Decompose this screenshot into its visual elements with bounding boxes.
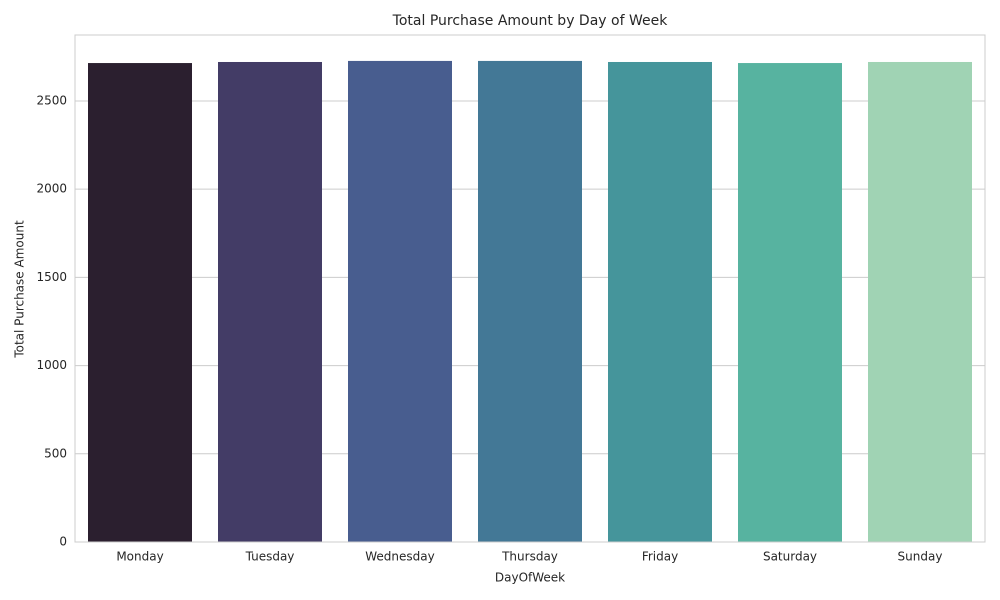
x-tick-label: Sunday — [898, 550, 943, 564]
bar — [348, 60, 452, 542]
x-tick-label: Thursday — [501, 550, 558, 564]
y-tick-label: 1000 — [36, 358, 67, 372]
bar — [608, 61, 712, 543]
chart-title: Total Purchase Amount by Day of Week — [392, 13, 669, 29]
bar — [868, 61, 972, 543]
y-tick-label: 0 — [59, 535, 67, 549]
x-tick-label: Monday — [116, 550, 163, 564]
x-tick-label: Tuesday — [245, 550, 295, 564]
bar — [478, 60, 582, 542]
bar — [738, 63, 842, 542]
x-tick-label: Friday — [642, 550, 678, 564]
x-axis-label: DayOfWeek — [495, 571, 565, 585]
x-tick-label: Wednesday — [365, 550, 434, 564]
plot-frame — [74, 34, 986, 543]
y-tick-label: 2500 — [36, 93, 67, 107]
y-tick-label: 500 — [44, 446, 67, 460]
y-tick-label: 2000 — [36, 182, 67, 196]
y-axis-label: Total Purchase Amount — [13, 220, 27, 359]
x-tick-label: Saturday — [763, 550, 817, 564]
bar — [88, 63, 192, 542]
bar — [218, 61, 322, 543]
y-tick-label: 1500 — [36, 270, 67, 284]
